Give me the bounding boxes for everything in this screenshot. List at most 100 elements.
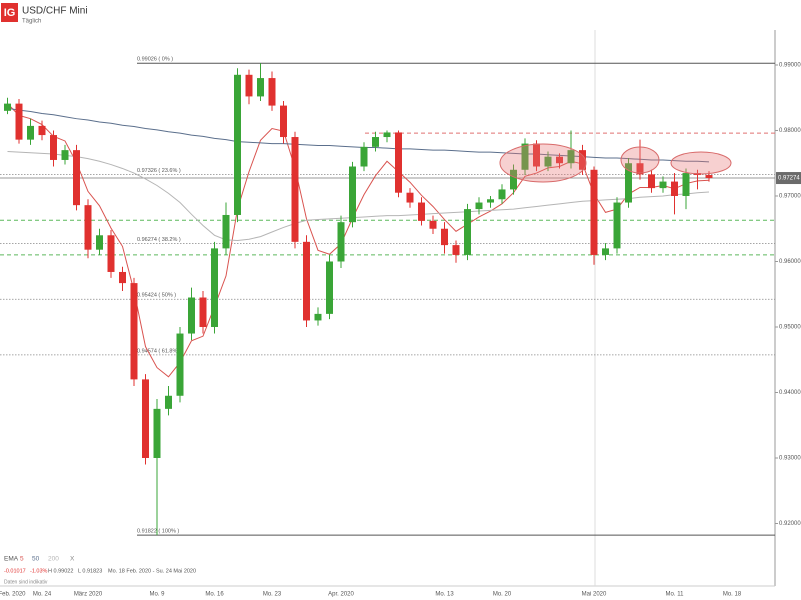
candle-body	[314, 313, 322, 321]
chart-subtitle: Täglich	[22, 19, 41, 25]
candle-body	[257, 78, 264, 97]
candle-body	[533, 143, 540, 167]
highlight-ellipse	[499, 143, 587, 183]
x-tick-label: Mo. 9	[149, 592, 165, 598]
stat-change: -0.01017	[4, 568, 26, 574]
y-tick-label: 0.99000	[779, 63, 801, 69]
candle-body	[372, 137, 379, 147]
x-tick-label: Mai 2020	[582, 592, 607, 598]
x-tick-label: Apr. 2020	[328, 592, 354, 598]
candle-body	[211, 248, 218, 327]
highlight-ellipse	[670, 151, 732, 175]
candle-body	[636, 163, 644, 175]
x-tick-label: Mo. 18	[723, 592, 742, 598]
candle-body	[188, 297, 195, 334]
fib-label: 0.99026 ( 0% )	[137, 57, 173, 63]
candle-body	[291, 137, 299, 242]
candle-body	[245, 74, 253, 97]
candle-body	[280, 105, 287, 138]
fib-label: 0.97326 ( 23.6% )	[137, 168, 181, 174]
candle-body	[613, 202, 621, 249]
candle-body	[15, 103, 23, 140]
highlight-ellipse	[620, 146, 660, 174]
candle-body	[383, 132, 391, 138]
x-tick-label: Mo. 16	[205, 592, 224, 598]
x-tick-label: Mo. 20	[493, 592, 512, 598]
fib-label: 0.95424 ( 50% )	[137, 293, 176, 299]
candle-body	[441, 228, 448, 246]
candle-body	[602, 248, 609, 255]
candle-body	[50, 135, 57, 160]
y-tick-label: 0.97000	[779, 194, 801, 200]
x-tick-label: März 2020	[74, 592, 103, 598]
candle-body	[165, 395, 172, 409]
candle-body	[130, 283, 138, 380]
candle-body	[96, 235, 103, 250]
y-tick-label: 0.98000	[779, 128, 801, 134]
candle-body	[360, 146, 368, 167]
candle-body	[648, 174, 655, 189]
candle-body	[556, 156, 563, 164]
candle-body	[303, 241, 310, 321]
logo-box	[1, 3, 18, 22]
x-tick-label: Mo. 13	[435, 592, 454, 598]
stat-change-pct: -1.03%	[30, 568, 48, 574]
legend-entry: 200	[48, 556, 59, 563]
candle-body	[142, 379, 149, 458]
y-tick-label: 0.95000	[779, 325, 801, 331]
logo: IG	[4, 7, 16, 19]
candle-body	[61, 150, 69, 160]
fib-label: 0.96274 ( 38.2% )	[137, 237, 181, 243]
candle-body	[222, 214, 230, 249]
x-tick-label: Mo. 24	[33, 592, 52, 598]
candle-body	[349, 166, 356, 223]
legend-title: EMA	[4, 556, 19, 563]
chart-title: USD/CHF Mini	[22, 6, 88, 17]
candle-body	[119, 271, 126, 284]
candle-body	[107, 235, 115, 272]
candle-body	[395, 132, 402, 193]
fib-label: 0.91822 ( 100% )	[137, 529, 179, 535]
legend-entry: 5	[20, 556, 24, 563]
candle-body	[4, 103, 11, 111]
candle-body	[521, 143, 529, 170]
candle-body	[418, 202, 425, 221]
candle-body	[337, 222, 345, 262]
candle-body	[176, 333, 184, 396]
y-tick-label: 0.92000	[779, 521, 801, 527]
stat-high: H 0.99022	[48, 568, 73, 574]
price-tag	[776, 172, 801, 185]
candle-body	[38, 125, 46, 136]
candle-body	[625, 163, 632, 203]
y-tick-label: 0.96000	[779, 259, 801, 265]
fib-label: 0.94574 ( 61.8% )	[137, 348, 181, 354]
plot: 0.92000 0.93000 0.94000 0.95000 0.96000 0.970…	[0, 57, 801, 536]
note: Daten sind indikativ	[4, 579, 48, 585]
candle-body	[510, 169, 517, 190]
candle-body	[73, 150, 80, 206]
candle-body	[682, 173, 690, 196]
y-tick-label: 0.93000	[779, 456, 801, 462]
y-tick-label: 0.94000	[779, 390, 801, 396]
candle-body	[475, 202, 483, 210]
legend-close[interactable]: X	[70, 556, 75, 563]
candle-body	[464, 209, 471, 255]
candle-body	[671, 181, 678, 196]
stat-range: Mo. 18 Feb. 2020 - Su. 24 Mai 2020	[108, 568, 196, 574]
x-tick-label: Feb. 2020	[0, 592, 26, 598]
candle-body	[452, 245, 460, 255]
candle-body	[234, 74, 241, 215]
legend-entry: 50	[32, 556, 40, 563]
candle-body	[590, 169, 598, 255]
candle-body	[84, 205, 92, 250]
ema-line	[7, 107, 710, 163]
candle-body	[153, 408, 161, 458]
x-tick-label: Mo. 23	[263, 592, 282, 598]
price-tag-label: 0.97274	[778, 176, 800, 182]
candle-body	[705, 175, 713, 179]
candle-body	[659, 181, 667, 189]
candle-body	[326, 261, 333, 314]
candle-body	[27, 125, 34, 140]
